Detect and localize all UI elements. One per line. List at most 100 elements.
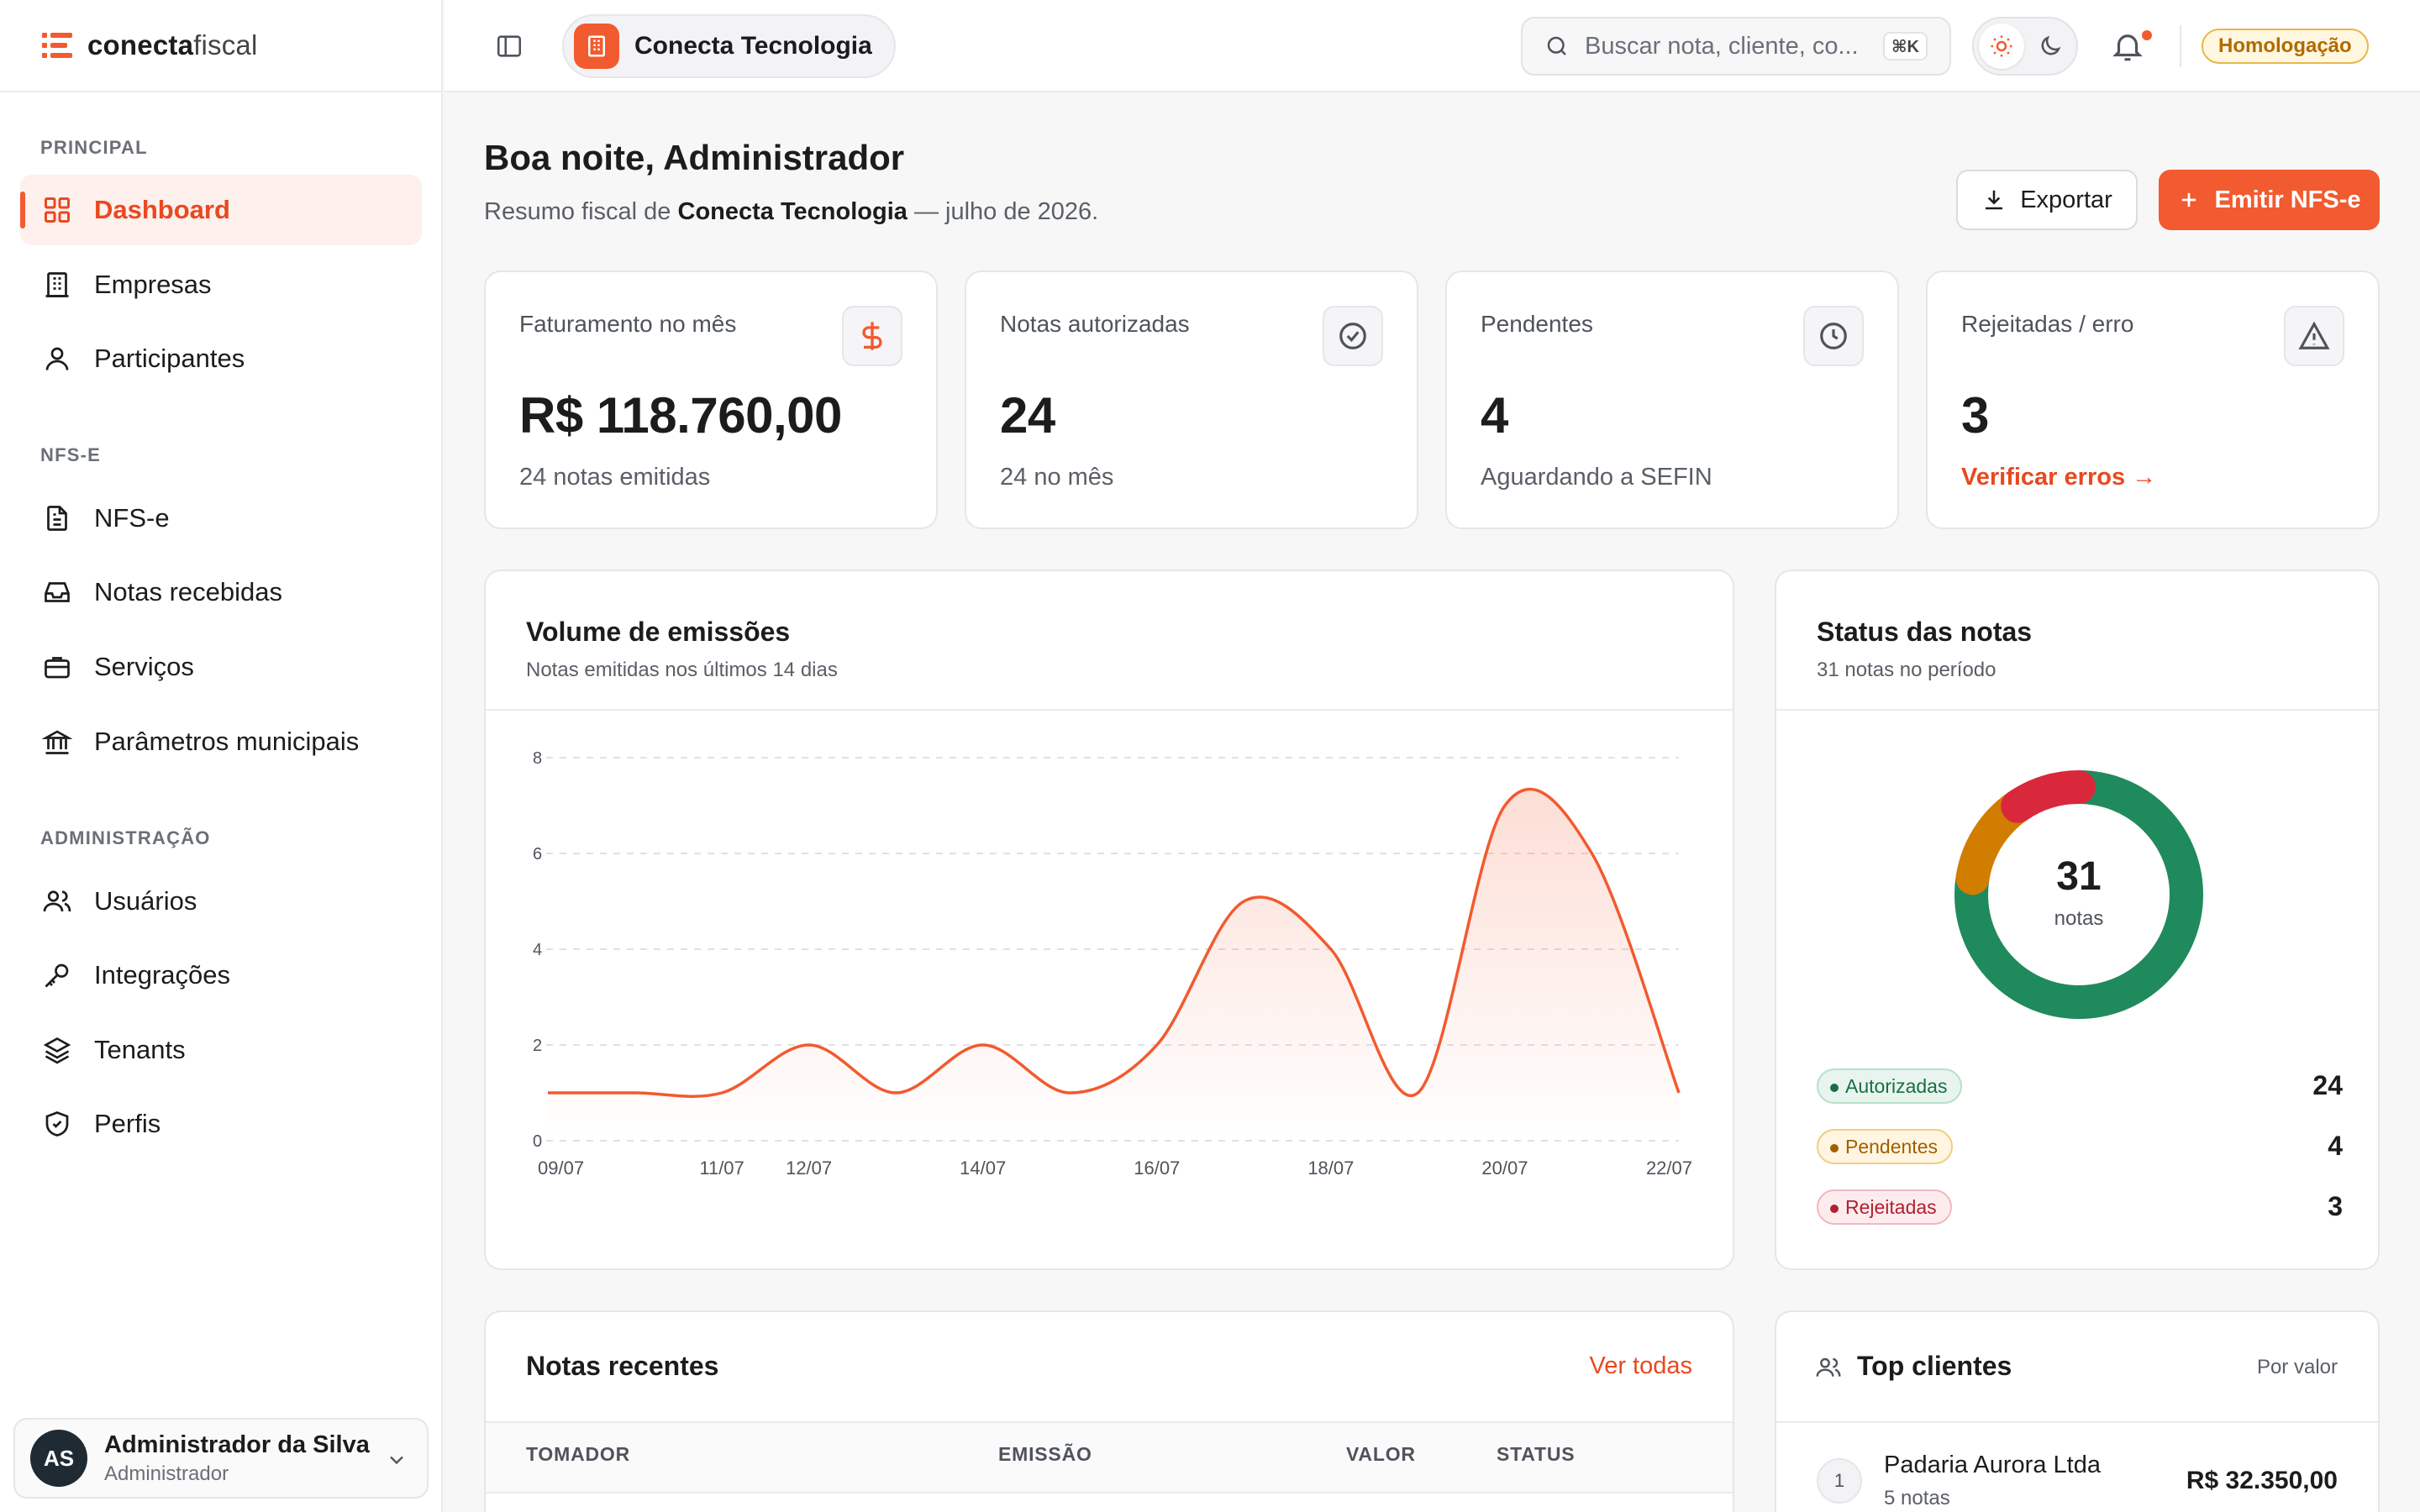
chevron-down-icon bbox=[390, 1456, 403, 1465]
sidebar-item-label: Perfis bbox=[94, 1109, 161, 1138]
kpi-sub: 24 no mês bbox=[1000, 464, 1114, 491]
sidebar-item-participantes[interactable]: Participantes bbox=[20, 323, 422, 394]
donut-total: 31 bbox=[2056, 854, 2102, 899]
divider bbox=[486, 1421, 1733, 1423]
landmark-icon bbox=[40, 725, 74, 759]
sidebar-item-label: Parâmetros municipais bbox=[94, 727, 360, 756]
list-item[interactable]: 1 Padaria Aurora Ltda 5 notas R$ 32.350,… bbox=[1817, 1448, 2338, 1512]
export-button[interactable]: Exportar bbox=[1956, 170, 2138, 230]
search-icon bbox=[1547, 36, 1566, 55]
top-clients-card: Top clientes Por valor 1 Padaria Aurora … bbox=[1775, 1310, 2380, 1512]
sidebar-item-label: Tenants bbox=[94, 1035, 186, 1064]
see-all-link[interactable]: Ver todas bbox=[1589, 1352, 1692, 1379]
divider bbox=[486, 709, 1733, 711]
sidebar-item-label: Integrações bbox=[94, 960, 230, 990]
donut-total-label: notas bbox=[2054, 907, 2104, 930]
card-subtitle: 31 notas no período bbox=[1817, 659, 1996, 681]
sort-label[interactable]: Por valor bbox=[2256, 1356, 2338, 1378]
legend-row-rejeitadas: Rejeitadas 3 bbox=[1817, 1189, 2343, 1228]
document-icon bbox=[40, 501, 74, 535]
clock-icon bbox=[1803, 306, 1864, 366]
column-header-valor[interactable]: VALOR bbox=[1346, 1443, 1416, 1465]
inbox-icon bbox=[40, 575, 74, 609]
kpi-value: 24 bbox=[1000, 387, 1055, 444]
sidebar: conectafiscal PRINCIPAL Dashboard Empres… bbox=[0, 0, 443, 1512]
kpi-value: 3 bbox=[1961, 387, 1989, 444]
kpi-card-faturamento: Faturamento no mês R$ 118.760,00 24 nota… bbox=[484, 270, 938, 529]
column-header-emissao[interactable]: EMISSÃO bbox=[998, 1443, 1092, 1465]
kpi-sub: 24 notas emitidas bbox=[519, 464, 711, 491]
x-tick-label: 14/07 bbox=[960, 1158, 1006, 1179]
sidebar-item-nfse[interactable]: NFS-e bbox=[20, 483, 422, 554]
status-badge: Autorizadas bbox=[1817, 1068, 1963, 1104]
sidebar-item-empresas[interactable]: Empresas bbox=[20, 249, 422, 320]
building-icon bbox=[40, 268, 74, 302]
theme-toggle[interactable] bbox=[1972, 17, 2078, 76]
divider bbox=[2180, 25, 2181, 67]
briefcase-icon bbox=[40, 650, 74, 684]
kpi-value: 4 bbox=[1481, 387, 1508, 444]
sidebar-item-label: Notas recebidas bbox=[94, 577, 283, 606]
sidebar-item-label: Serviços bbox=[94, 652, 194, 681]
sidebar-item-perfis[interactable]: Perfis bbox=[20, 1089, 422, 1159]
x-tick-label: 22/07 bbox=[1646, 1158, 1692, 1179]
y-tick-label: 4 bbox=[533, 941, 542, 959]
verify-errors-link[interactable]: Verificar erros → bbox=[1961, 464, 2157, 491]
nav-section-nfse: NFS-E bbox=[40, 444, 101, 465]
search-input[interactable]: Buscar nota, cliente, co... ⌘K bbox=[1521, 17, 1951, 76]
topbar: Conecta Tecnologia Buscar nota, cliente,… bbox=[445, 0, 2420, 92]
sidebar-item-dashboard[interactable]: Dashboard bbox=[20, 175, 422, 245]
y-tick-label: 8 bbox=[533, 749, 542, 768]
status-donut-chart bbox=[1954, 770, 2203, 1019]
legend-count: 4 bbox=[2328, 1131, 2343, 1161]
dollar-icon bbox=[842, 306, 902, 366]
status-card: Status das notas 31 notas no período 31 … bbox=[1775, 570, 2380, 1270]
sidebar-item-notas-recebidas[interactable]: Notas recebidas bbox=[20, 557, 422, 627]
legend-row-pendentes: Pendentes 4 bbox=[1817, 1129, 2343, 1168]
sidebar-item-integracoes[interactable]: Integrações bbox=[20, 940, 422, 1011]
bell-icon[interactable] bbox=[2110, 29, 2145, 64]
column-header-status[interactable]: STATUS bbox=[1497, 1443, 1576, 1465]
donut-slice-pendentes[interactable] bbox=[1954, 770, 2203, 1019]
x-tick-label: 11/07 bbox=[699, 1158, 744, 1179]
user-name: Administrador da Silva bbox=[104, 1431, 370, 1458]
y-tick-label: 0 bbox=[533, 1132, 542, 1151]
moon-icon[interactable] bbox=[2028, 24, 2073, 69]
user-role: Administrador bbox=[104, 1462, 229, 1485]
grid-icon bbox=[40, 193, 74, 227]
y-tick-label: 6 bbox=[533, 845, 542, 864]
tenant-name: Conecta Tecnologia bbox=[634, 32, 872, 60]
card-subtitle: Notas emitidas nos últimos 14 dias bbox=[526, 659, 838, 681]
sidebar-item-parametros-municipais[interactable]: Parâmetros municipais bbox=[20, 706, 422, 777]
sidebar-item-label: Dashboard bbox=[94, 195, 230, 224]
layers-icon bbox=[40, 1033, 74, 1067]
users-icon bbox=[1816, 1357, 1841, 1377]
user-menu[interactable]: AS Administrador da Silva Administrador bbox=[13, 1418, 429, 1499]
status-badge: Pendentes bbox=[1817, 1129, 1953, 1164]
page-subtitle: Resumo fiscal de Conecta Tecnologia — ju… bbox=[484, 198, 1099, 225]
card-title: Status das notas bbox=[1817, 617, 2033, 647]
column-header-tomador[interactable]: TOMADOR bbox=[526, 1443, 631, 1465]
volume-area-chart: 0 2 4 6 8 09/07 11/07 12/07 14/07 16/07 18/07 20/07… bbox=[533, 749, 1692, 1179]
divider bbox=[486, 1492, 1733, 1494]
kpi-sub: Aguardando a SEFIN bbox=[1481, 464, 1712, 491]
donut-slice-rejeitadas[interactable] bbox=[1954, 770, 2203, 1019]
x-tick-label: 18/07 bbox=[1307, 1158, 1354, 1179]
shield-icon bbox=[40, 1107, 74, 1141]
legend-count: 3 bbox=[2328, 1191, 2343, 1221]
sidebar-item-usuarios[interactable]: Usuários bbox=[20, 866, 422, 937]
user-icon bbox=[40, 342, 74, 375]
nav-section-administracao: ADMINISTRAÇÃO bbox=[40, 827, 211, 848]
tenant-switcher[interactable]: Conecta Tecnologia bbox=[562, 14, 896, 78]
sidebar-item-servicos[interactable]: Serviços bbox=[20, 632, 422, 702]
brand-name: conectafiscal bbox=[87, 29, 258, 60]
client-value: R$ 32.350,00 bbox=[2186, 1467, 2338, 1494]
sidebar-item-tenants[interactable]: Tenants bbox=[20, 1015, 422, 1085]
nav-section-principal: PRINCIPAL bbox=[40, 137, 148, 158]
sun-icon[interactable] bbox=[1979, 24, 2024, 69]
brand[interactable]: conectafiscal bbox=[0, 0, 441, 92]
shortcut-badge: ⌘K bbox=[1883, 32, 1928, 60]
sidebar-toggle-icon[interactable] bbox=[495, 32, 523, 60]
recent-notes-card: Notas recentes Ver todas bbox=[484, 1310, 1734, 1512]
emit-nfse-button[interactable]: Emitir NFS-e bbox=[2159, 170, 2380, 230]
